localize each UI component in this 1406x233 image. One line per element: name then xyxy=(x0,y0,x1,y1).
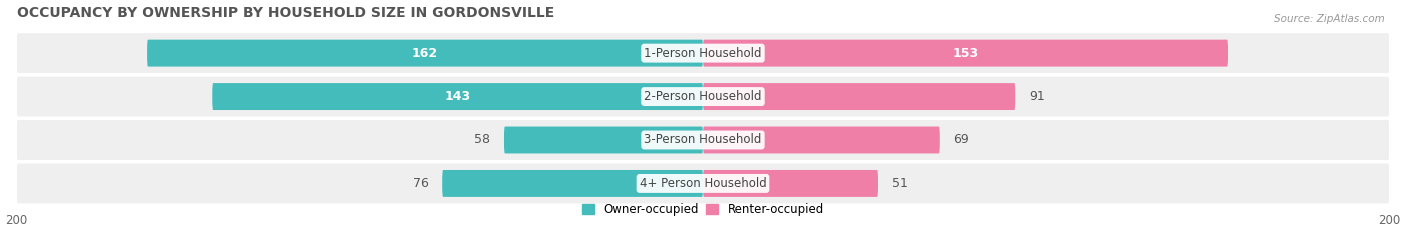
FancyBboxPatch shape xyxy=(148,40,703,67)
Text: 3-Person Household: 3-Person Household xyxy=(644,134,762,147)
Text: 51: 51 xyxy=(891,177,908,190)
Legend: Owner-occupied, Renter-occupied: Owner-occupied, Renter-occupied xyxy=(578,198,828,221)
Text: Source: ZipAtlas.com: Source: ZipAtlas.com xyxy=(1274,14,1385,24)
Text: 4+ Person Household: 4+ Person Household xyxy=(640,177,766,190)
FancyBboxPatch shape xyxy=(17,120,1389,160)
Text: 2-Person Household: 2-Person Household xyxy=(644,90,762,103)
Text: 153: 153 xyxy=(952,47,979,60)
FancyBboxPatch shape xyxy=(703,170,877,197)
FancyBboxPatch shape xyxy=(703,40,1227,67)
Text: 69: 69 xyxy=(953,134,969,147)
FancyBboxPatch shape xyxy=(443,170,703,197)
FancyBboxPatch shape xyxy=(17,77,1389,116)
Text: 1-Person Household: 1-Person Household xyxy=(644,47,762,60)
Text: 162: 162 xyxy=(412,47,439,60)
FancyBboxPatch shape xyxy=(17,164,1389,203)
FancyBboxPatch shape xyxy=(703,127,939,154)
Text: 143: 143 xyxy=(444,90,471,103)
Text: 58: 58 xyxy=(474,134,491,147)
Text: OCCUPANCY BY OWNERSHIP BY HOUSEHOLD SIZE IN GORDONSVILLE: OCCUPANCY BY OWNERSHIP BY HOUSEHOLD SIZE… xyxy=(17,6,554,20)
FancyBboxPatch shape xyxy=(703,83,1015,110)
FancyBboxPatch shape xyxy=(503,127,703,154)
FancyBboxPatch shape xyxy=(212,83,703,110)
Text: 91: 91 xyxy=(1029,90,1045,103)
Text: 76: 76 xyxy=(412,177,429,190)
FancyBboxPatch shape xyxy=(17,33,1389,73)
